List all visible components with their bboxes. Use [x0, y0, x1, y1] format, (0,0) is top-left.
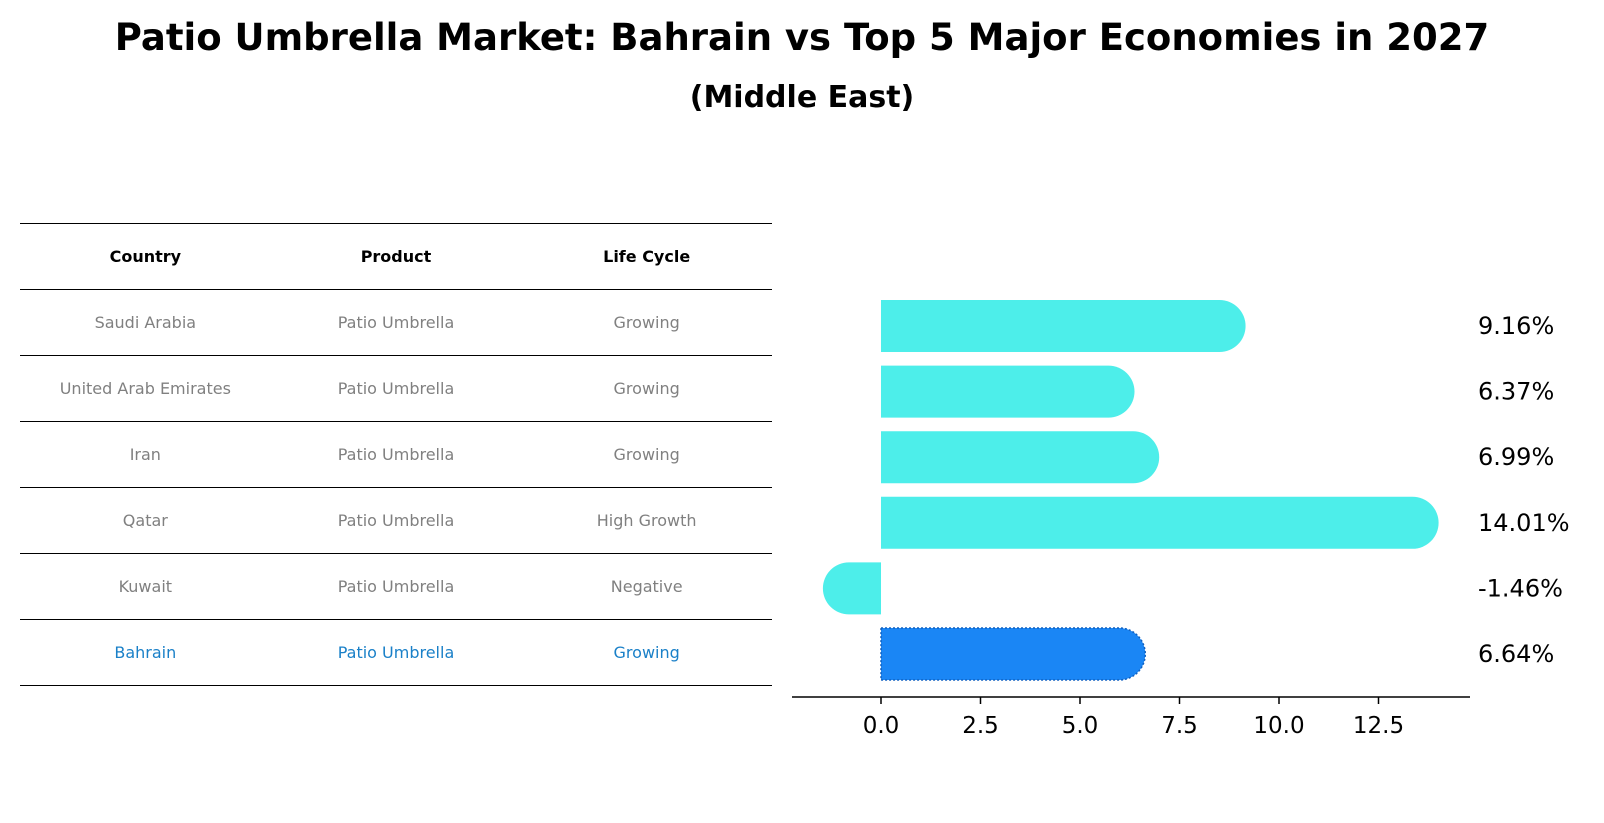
cell-country: Iran — [20, 421, 271, 488]
cell-country: Kuwait — [20, 553, 271, 620]
data-label: 14.01% — [1478, 509, 1570, 537]
data-label: 6.64% — [1478, 640, 1554, 668]
data-label: 9.16% — [1478, 312, 1554, 340]
table-row: Qatar Patio Umbrella High Growth — [20, 487, 772, 554]
table-row: Saudi Arabia Patio Umbrella Growing — [20, 289, 772, 356]
x-tick-label: 0.0 — [863, 713, 900, 739]
cell-country: United Arab Emirates — [20, 355, 271, 422]
cell-life-cycle: High Growth — [521, 487, 772, 554]
cell-product: Patio Umbrella — [270, 487, 522, 554]
cell-life-cycle: Growing — [521, 421, 772, 488]
country-table: Country Product Life Cycle Saudi Arabia … — [20, 223, 772, 686]
cell-product: Patio Umbrella — [270, 289, 522, 356]
bar-bahrain — [880, 627, 1147, 681]
chart-title: Patio Umbrella Market: Bahrain vs Top 5 … — [114, 16, 1490, 59]
table-row: United Arab Emirates Patio Umbrella Grow… — [20, 355, 772, 422]
bar-united-arab-emirates — [881, 365, 1135, 418]
data-label: -1.46% — [1478, 574, 1563, 602]
cell-product: Patio Umbrella — [270, 355, 522, 422]
x-tick-label: 10.0 — [1253, 713, 1304, 739]
cell-life-cycle: Growing — [521, 289, 772, 356]
bar-iran — [881, 431, 1160, 484]
cell-life-cycle: Negative — [521, 553, 772, 620]
x-tick-label: 5.0 — [1062, 713, 1099, 739]
cell-life-cycle: Growing — [521, 619, 772, 686]
cell-product: Patio Umbrella — [270, 553, 522, 620]
table-row-highlight: Bahrain Patio Umbrella Growing — [20, 619, 772, 686]
cell-country: Saudi Arabia — [20, 289, 271, 356]
table-row: Iran Patio Umbrella Growing — [20, 421, 772, 488]
cell-country: Qatar — [20, 487, 271, 554]
x-tick-label: 2.5 — [962, 713, 999, 739]
bar-qatar — [881, 496, 1439, 549]
header-product: Product — [270, 223, 522, 290]
cell-country: Bahrain — [20, 619, 271, 686]
cell-product: Patio Umbrella — [270, 421, 522, 488]
x-tick-label: 12.5 — [1353, 713, 1404, 739]
table-row: Kuwait Patio Umbrella Negative — [20, 553, 772, 620]
data-label: 6.99% — [1478, 443, 1554, 471]
bar-kuwait — [822, 562, 881, 615]
bar-saudi-arabia — [881, 300, 1246, 352]
header-life-cycle: Life Cycle — [521, 223, 772, 290]
x-tick-label: 7.5 — [1161, 713, 1198, 739]
table-header-row: Country Product Life Cycle — [20, 223, 772, 290]
cell-life-cycle: Growing — [521, 355, 772, 422]
data-label: 6.37% — [1478, 378, 1554, 406]
cell-product: Patio Umbrella — [270, 619, 522, 686]
chart-subtitle: (Middle East) — [689, 80, 915, 115]
header-country: Country — [20, 223, 271, 290]
